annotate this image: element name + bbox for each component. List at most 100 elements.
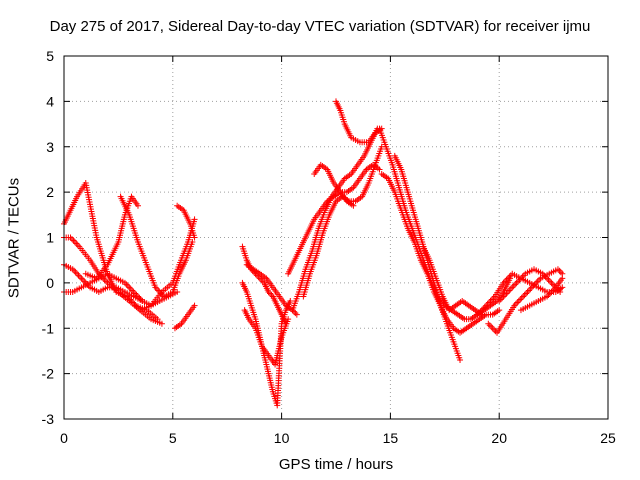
- data-point: [509, 284, 516, 291]
- data-point: [500, 293, 507, 300]
- data-point: [534, 278, 541, 285]
- data-point: [158, 320, 165, 327]
- data-point: [76, 273, 83, 280]
- data-point: [287, 298, 294, 305]
- data-point: [127, 285, 134, 292]
- series-track-f: [117, 193, 196, 300]
- series-track-e: [82, 193, 141, 282]
- data-point: [517, 296, 524, 303]
- data-point: [491, 326, 498, 333]
- data-point: [518, 295, 525, 301]
- series-track-a: [61, 180, 161, 323]
- y-tick-label: 4: [46, 93, 54, 109]
- y-tick-label: -3: [42, 411, 55, 427]
- series-track-p: [300, 143, 385, 300]
- y-tick-label: 5: [46, 48, 54, 64]
- chart-title: Day 275 of 2017, Sidereal Day-to-day VTE…: [49, 18, 591, 35]
- x-tick-label: 0: [60, 430, 68, 446]
- data-point: [191, 302, 198, 309]
- data-point: [292, 310, 299, 317]
- data-point: [489, 325, 496, 332]
- x-tick-label: 10: [274, 430, 290, 446]
- data-point: [74, 242, 81, 249]
- data-points: [61, 98, 566, 409]
- x-axis-label: GPS time / hours: [278, 456, 394, 473]
- data-point: [546, 290, 553, 297]
- plot-frame: [63, 55, 609, 420]
- data-point: [81, 278, 88, 285]
- x-tick-label: 5: [169, 430, 177, 446]
- x-tick-label: 15: [383, 430, 399, 446]
- data-point: [515, 298, 522, 305]
- data-point: [285, 316, 292, 323]
- data-point: [133, 291, 140, 298]
- series-track-k: [239, 279, 294, 409]
- data-point: [78, 275, 85, 282]
- data-point: [123, 281, 130, 288]
- grid-lines: [64, 56, 608, 419]
- series-track-o: [289, 125, 381, 314]
- series-track-z: [517, 275, 566, 314]
- data-point: [71, 239, 78, 246]
- data-point: [68, 236, 75, 243]
- data-point: [516, 276, 523, 283]
- data-point: [549, 281, 556, 288]
- data-point: [73, 240, 80, 247]
- data-point: [350, 202, 357, 209]
- data-point: [488, 323, 495, 330]
- data-point: [502, 291, 509, 298]
- data-point: [191, 234, 198, 241]
- data-point: [124, 282, 131, 289]
- y-tick-label: 3: [46, 139, 54, 155]
- data-point: [525, 287, 532, 294]
- data-point: [376, 166, 383, 173]
- data-point: [191, 216, 198, 223]
- data-point: [513, 279, 520, 286]
- data-point: [545, 291, 552, 298]
- data-point: [129, 287, 136, 294]
- y-tick-label: 0: [46, 275, 54, 291]
- data-point: [71, 267, 78, 274]
- series-track-i: [171, 302, 198, 332]
- data-point: [559, 275, 566, 282]
- data-point: [74, 270, 81, 277]
- data-point: [556, 267, 563, 274]
- data-point: [507, 285, 514, 292]
- data-point: [519, 273, 526, 280]
- data-point: [536, 276, 543, 283]
- x-tick-label: 25: [600, 430, 616, 446]
- data-point: [75, 272, 82, 279]
- data-point: [520, 293, 527, 300]
- data-point: [546, 278, 553, 285]
- data-point: [290, 308, 297, 315]
- y-tick-label: 1: [46, 230, 54, 246]
- data-point: [293, 311, 300, 318]
- series-track-n: [285, 161, 383, 277]
- data-point: [496, 307, 503, 314]
- data-point: [548, 279, 555, 286]
- data-point: [512, 281, 519, 288]
- series-track-m: [241, 307, 292, 368]
- data-point: [510, 282, 517, 289]
- data-point: [521, 291, 528, 298]
- data-point: [545, 276, 552, 283]
- data-point: [134, 202, 141, 209]
- data-point: [457, 357, 464, 364]
- data-point: [524, 288, 531, 295]
- data-point: [527, 285, 534, 292]
- series-track-s: [376, 125, 514, 323]
- y-tick-label: -2: [42, 366, 55, 382]
- data-point: [126, 284, 133, 291]
- y-tick-label: -1: [42, 320, 55, 336]
- data-point: [79, 276, 86, 283]
- data-point: [514, 299, 521, 306]
- data-point: [485, 320, 492, 327]
- x-tick-label: 20: [491, 430, 507, 446]
- data-point: [557, 288, 564, 295]
- data-point: [103, 278, 110, 285]
- data-point: [70, 237, 77, 244]
- data-point: [139, 298, 146, 305]
- data-point: [549, 287, 556, 294]
- series-track-h: [174, 202, 198, 241]
